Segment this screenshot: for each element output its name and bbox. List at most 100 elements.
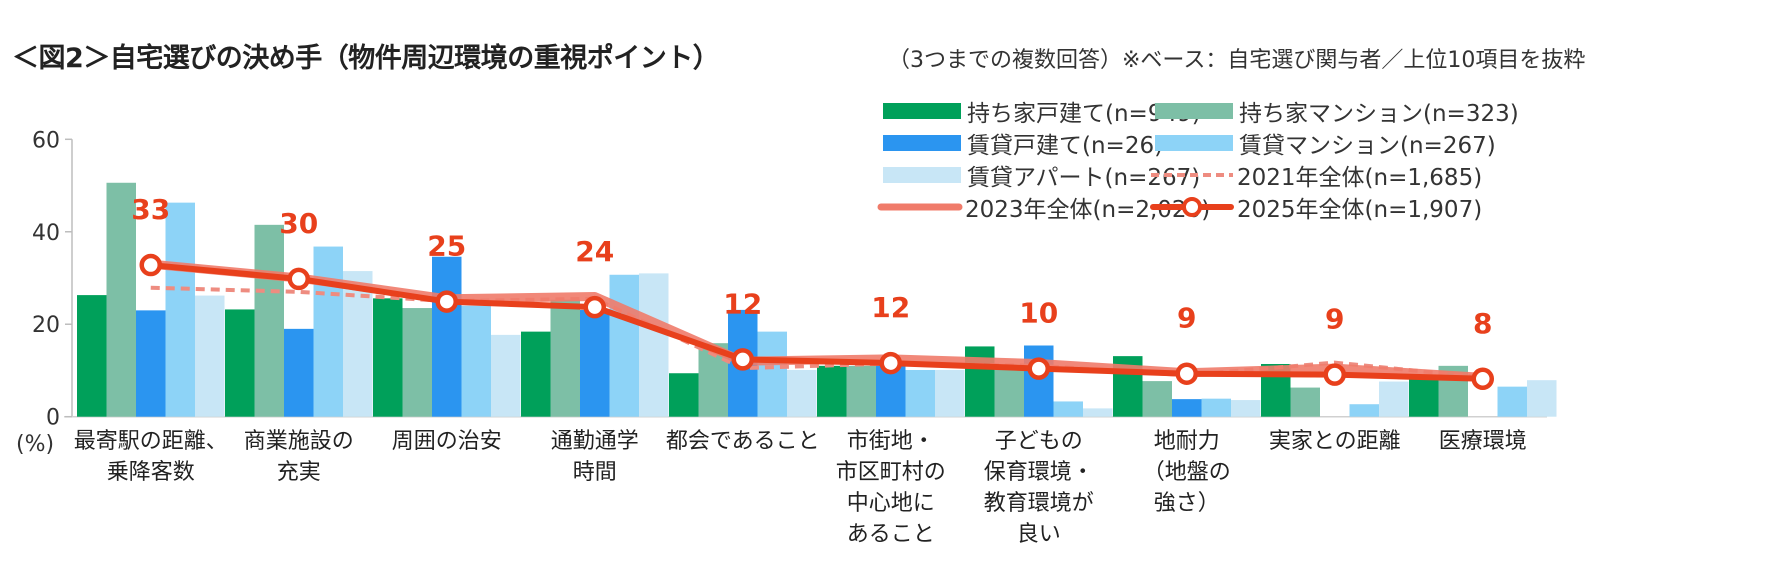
bar-4-9: [1527, 380, 1557, 417]
legend-line-marker-icon: [1150, 197, 1234, 217]
bar-0-5: [817, 365, 847, 417]
marker-2025-7: [1175, 362, 1198, 385]
x-tick-label: 都会であること: [665, 429, 820, 454]
bar-1-6: [994, 368, 1024, 417]
marker-2025-1: [287, 267, 310, 291]
marker-2025-0: [139, 253, 162, 277]
bar-2-0: [136, 310, 166, 417]
bar-3-1: [313, 246, 343, 417]
legend-label: 賃貸マンション(n=267): [1239, 133, 1496, 159]
x-tick-label: 通勤通学 時間: [550, 429, 639, 485]
bar-4-6: [1083, 408, 1113, 417]
legend-dashed-line-icon: [1151, 173, 1233, 177]
bar-3-0: [165, 202, 195, 417]
marker-2025-9: [1471, 367, 1494, 391]
legend-item-2025-total: 2025年全体(n=1,907): [1149, 192, 1483, 223]
marker-2025-6: [1027, 357, 1050, 380]
bar-0-9: [1409, 377, 1439, 417]
line-2025-total: [150, 262, 1483, 382]
bar-3-9: [1497, 386, 1527, 417]
bar-0-1: [225, 309, 255, 417]
bar-0-2: [373, 298, 403, 417]
legend-label: 2025年全体(n=1,907): [1237, 197, 1483, 223]
data-label-2025-1: 30: [279, 207, 318, 240]
bar-4-0: [195, 295, 225, 417]
line-layer: [139, 253, 1494, 391]
data-label-2025-7: 9: [1177, 302, 1196, 335]
bar-1-0: [106, 182, 136, 417]
bar-0-3: [521, 331, 551, 417]
x-tick-label: 医療環境: [1438, 429, 1527, 454]
legend-line-icon: [877, 203, 963, 211]
bar-4-5: [935, 370, 965, 417]
bar-2-7: [1172, 399, 1202, 417]
marker-2025-4: [731, 348, 754, 371]
legend-item-rental-house: 賃貸戸建て(n=26): [883, 128, 1164, 159]
marker-2025-5: [879, 351, 902, 375]
bar-1-8: [1290, 387, 1320, 417]
legend-label: 2021年全体(n=1,685): [1237, 165, 1483, 191]
legend-swatch: [883, 135, 961, 151]
bar-3-6: [1053, 401, 1083, 417]
x-tick-label: 周囲の治安: [391, 429, 502, 454]
bar-4-8: [1379, 381, 1409, 417]
bar-4-2: [491, 334, 521, 417]
bar-1-2: [402, 308, 432, 417]
bar-0-4: [669, 373, 699, 417]
chart-title: ＜図2＞自宅選びの決め手（物件周辺環境の重視ポイント）: [12, 43, 720, 74]
chart-subtitle: （3つまでの複数回答）※ベース：自宅選び関与者／上位10項目を抜粋: [888, 48, 1586, 73]
legend-item-rental-apartment: 賃貸アパート(n=267): [883, 160, 1201, 191]
bar-2-6: [1024, 345, 1054, 417]
bar-3-4: [757, 331, 787, 417]
legend-label: 持ち家マンション(n=323): [1239, 101, 1519, 127]
data-label-layer: 33 30 25 24 12 12 10 9 9 8: [131, 193, 1492, 340]
legend-label: 賃貸戸建て(n=26): [967, 133, 1164, 159]
legend-item-owned-mansion: 持ち家マンション(n=323): [1155, 96, 1519, 127]
x-tick-label: 地耐力 （地盤の 強さ）: [1142, 429, 1231, 516]
x-tick-label: 最寄駅の距離、 乗降客数: [73, 429, 228, 485]
data-label-2025-0: 33: [131, 193, 170, 226]
data-label-2025-4: 12: [723, 287, 762, 320]
bar-3-7: [1201, 398, 1231, 417]
y-tick-label: 40: [32, 221, 60, 246]
data-label-2025-6: 10: [1019, 297, 1058, 330]
bar-3-3: [609, 274, 639, 417]
y-axis-unit: (%): [16, 432, 55, 457]
bar-4-4: [787, 370, 817, 417]
y-tick-label: 0: [46, 406, 60, 431]
legend-swatch: [883, 167, 961, 183]
bar-1-7: [1142, 381, 1172, 417]
bar-3-2: [461, 305, 491, 417]
bar-1-1: [254, 224, 284, 417]
data-label-2025-2: 25: [427, 230, 466, 263]
bar-3-5: [905, 370, 935, 417]
data-label-2025-5: 12: [871, 291, 910, 324]
bar-2-1: [284, 328, 314, 417]
y-tick-label: 60: [32, 128, 60, 153]
x-tick-label: 市街地・ 市区町村の 中心地に あること: [835, 429, 946, 547]
bar-4-3: [639, 273, 669, 417]
legend-swatch: [1155, 103, 1233, 119]
legend-swatch: [883, 103, 961, 119]
legend-item-2021-total: 2021年全体(n=1,685): [1149, 160, 1483, 191]
bar-2-3: [580, 309, 610, 417]
bar-1-3: [550, 299, 580, 417]
x-tick-label: 子どもの 保育環境・ 教育環境が 良い: [983, 429, 1094, 547]
marker-2025-8: [1323, 363, 1346, 386]
bar-0-0: [77, 295, 107, 417]
bar-2-2: [432, 256, 462, 417]
bar-1-5: [846, 365, 876, 417]
bar-4-7: [1231, 400, 1261, 417]
x-tick-label: 実家との距離: [1268, 429, 1401, 454]
bar-3-8: [1349, 404, 1379, 417]
x-tick-label: 商業施設の 充実: [243, 429, 354, 485]
y-tick-label: 20: [32, 313, 60, 338]
marker-2025-3: [583, 295, 606, 319]
data-label-2025-8: 9: [1325, 303, 1344, 336]
legend-label: 賃貸アパート(n=267): [967, 165, 1201, 191]
data-label-2025-9: 8: [1473, 307, 1492, 340]
marker-2025-2: [435, 290, 458, 313]
legend-swatch: [1155, 135, 1233, 151]
legend-item-rental-mansion: 賃貸マンション(n=267): [1155, 128, 1496, 159]
